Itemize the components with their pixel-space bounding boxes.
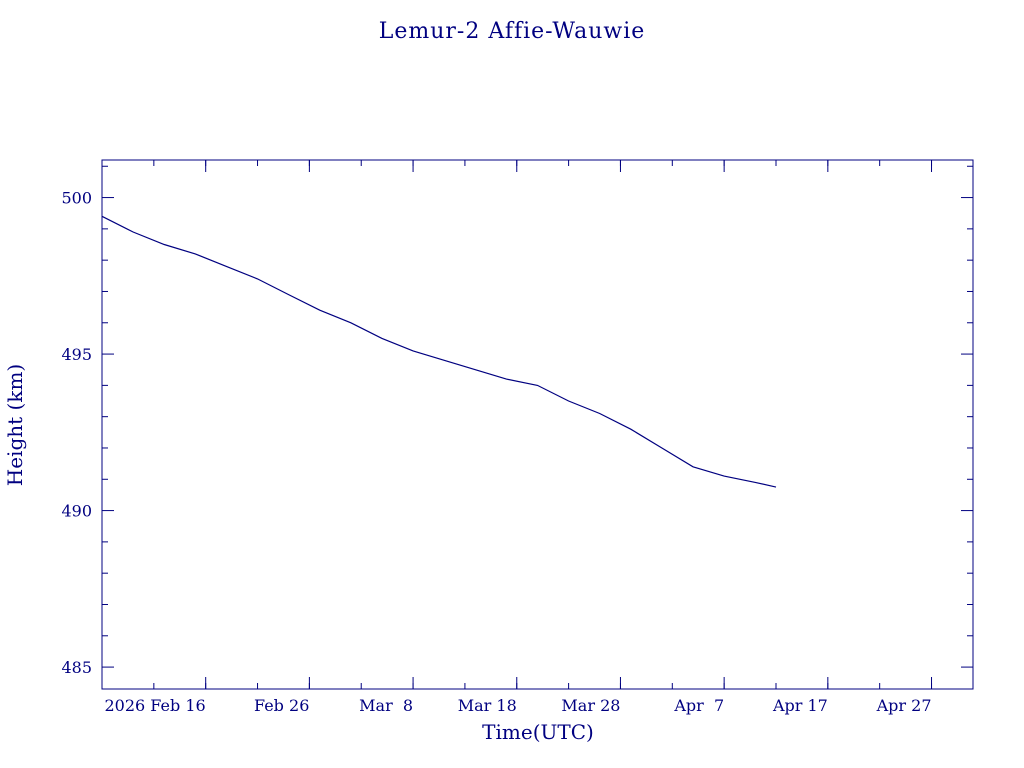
series-group bbox=[101, 215, 777, 488]
x-tick-label: Mar 28 bbox=[561, 696, 620, 715]
x-axis-label: Time(UTC) bbox=[482, 720, 594, 744]
y-tick-label: 500 bbox=[61, 189, 92, 208]
x-tick-label: Mar 18 bbox=[458, 696, 517, 715]
y-tick-labels: 485 490 495 500 bbox=[61, 189, 92, 678]
y-axis-label: Height (km) bbox=[3, 364, 27, 486]
x-tick-label: Mar 8 bbox=[359, 696, 413, 715]
x-tick-labels: 2026 Feb 16 Feb 26 Mar 8 Mar 18 Mar 28 Apr 7 A… bbox=[105, 696, 932, 715]
x-tick-label: Apr 27 bbox=[876, 696, 932, 715]
x-tick-label: Apr 17 bbox=[772, 696, 828, 715]
y-tick-label: 485 bbox=[61, 658, 92, 677]
x-tick-label: Feb 26 bbox=[254, 696, 309, 715]
series-line bbox=[101, 215, 777, 488]
chart-title: Lemur-2 Affie-Wauwie bbox=[379, 19, 646, 44]
y-tick-label: 495 bbox=[61, 345, 92, 364]
y-tick-label: 490 bbox=[61, 502, 92, 521]
plot-frame bbox=[101, 159, 974, 690]
x-tick-label: 2026 Feb 16 bbox=[105, 696, 206, 715]
x-tick-label: Apr 7 bbox=[673, 696, 724, 715]
axis-ticks bbox=[102, 160, 973, 689]
